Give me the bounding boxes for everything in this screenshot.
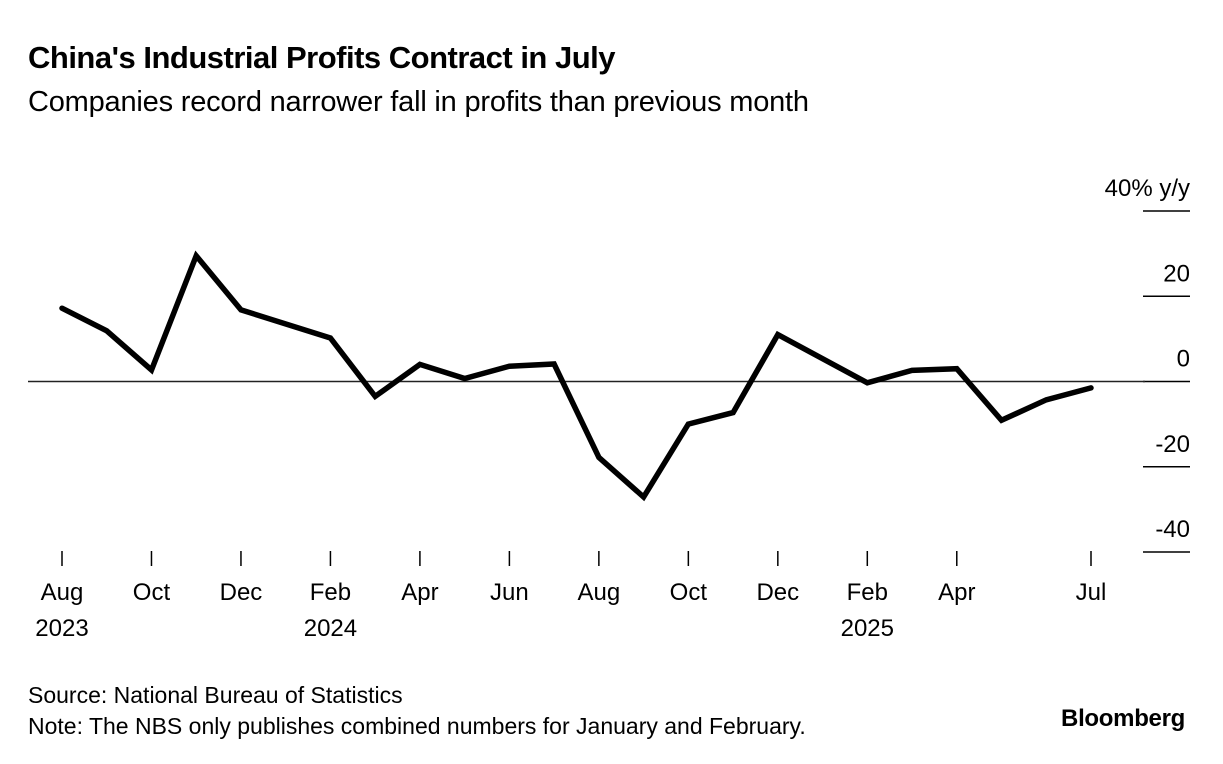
- y-tick-label: 40% y/y: [1105, 175, 1190, 202]
- x-axis: Aug 2023 Oct Dec Feb 2024 Apr Jun Aug Oct Dec Feb 20…: [35, 551, 1106, 642]
- bloomberg-logo: Bloomberg: [1061, 705, 1185, 732]
- x-tick-label: Feb: [847, 579, 888, 606]
- x-tick-label: Jul: [1076, 579, 1107, 606]
- x-tick-label: Apr: [401, 579, 438, 606]
- footnote: Note: The NBS only publishes combined nu…: [28, 713, 806, 739]
- x-tick-label: Aug: [578, 579, 621, 606]
- y-tick-label: 0: [1177, 346, 1190, 373]
- chart-footer: Source: National Bureau of Statistics No…: [28, 680, 806, 742]
- x-tick-label: Feb: [310, 579, 351, 606]
- y-tick-label: 20: [1163, 260, 1190, 287]
- x-year-label: 2025: [841, 615, 894, 642]
- series-layer: [59, 250, 1094, 502]
- x-tick-label: Jun: [490, 579, 529, 606]
- chart-title: China's Industrial Profits Contract in J…: [28, 40, 616, 75]
- x-year-label: 2024: [304, 615, 357, 642]
- chart-subtitle: Companies record narrower fall in profit…: [28, 86, 809, 118]
- x-tick-label: Apr: [938, 579, 975, 606]
- x-tick-label: Dec: [220, 579, 263, 606]
- x-year-label: 2023: [35, 615, 88, 642]
- y-axis: 40% y/y 20 0 -20 -40: [1105, 175, 1190, 553]
- y-tick-label: -40: [1155, 516, 1190, 543]
- y-tick-label: -20: [1155, 431, 1190, 458]
- x-tick-label: Oct: [670, 579, 708, 606]
- x-tick-label: Dec: [756, 579, 799, 606]
- series-line: [59, 250, 1094, 502]
- x-tick-label: Aug: [41, 579, 84, 606]
- x-tick-label: Oct: [133, 579, 171, 606]
- source-note: Source: National Bureau of Statistics: [28, 682, 403, 708]
